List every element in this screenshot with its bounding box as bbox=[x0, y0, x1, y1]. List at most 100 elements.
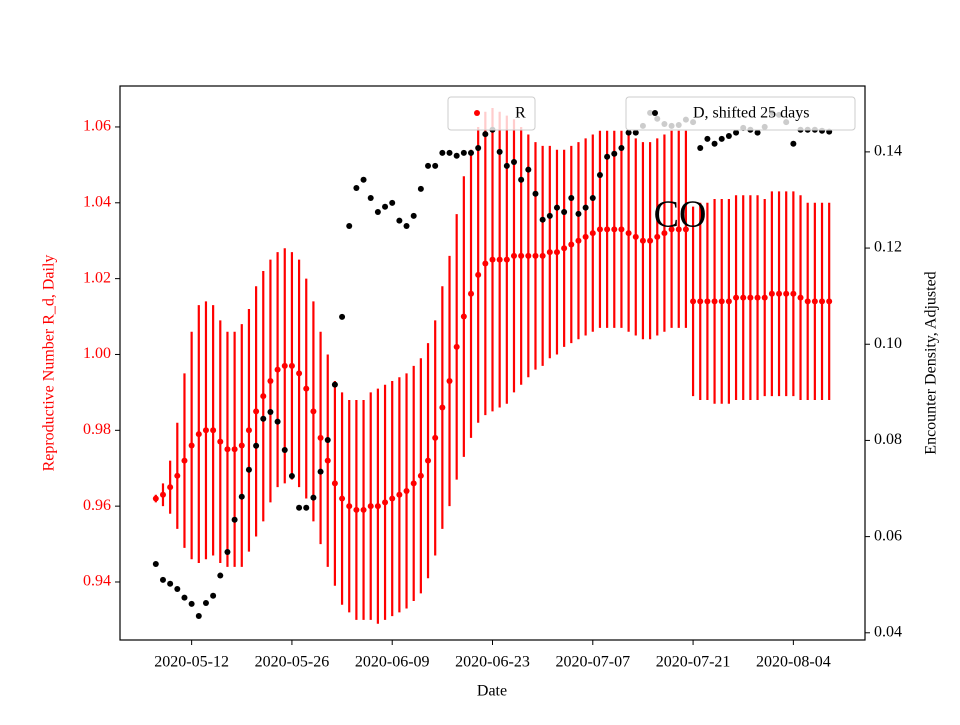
point bbox=[725, 298, 732, 305]
point bbox=[611, 150, 618, 157]
point bbox=[403, 487, 410, 494]
point bbox=[510, 252, 517, 259]
point bbox=[475, 145, 482, 152]
point bbox=[589, 195, 596, 202]
point bbox=[518, 252, 525, 259]
point bbox=[804, 298, 811, 305]
point bbox=[281, 447, 288, 454]
point bbox=[697, 145, 704, 152]
point bbox=[468, 290, 475, 297]
point bbox=[496, 256, 503, 263]
point bbox=[260, 415, 267, 422]
y2-tick-label: 0.10 bbox=[874, 335, 902, 352]
point bbox=[453, 152, 460, 159]
y2-tick-label: 0.14 bbox=[874, 143, 902, 160]
x-tick-label: 2020-06-09 bbox=[355, 654, 430, 671]
point bbox=[532, 252, 539, 259]
point bbox=[195, 612, 202, 619]
point bbox=[202, 427, 209, 434]
point bbox=[410, 480, 417, 487]
point bbox=[718, 135, 725, 142]
x-tick-label: 2020-07-21 bbox=[656, 654, 731, 671]
point bbox=[647, 237, 654, 244]
point bbox=[210, 592, 217, 599]
point bbox=[303, 504, 310, 511]
y-tick-label: 1.06 bbox=[83, 118, 111, 135]
point bbox=[403, 222, 410, 229]
legend-box bbox=[447, 96, 536, 131]
point bbox=[346, 503, 353, 510]
y2-tick-label: 0.06 bbox=[874, 527, 902, 544]
point bbox=[324, 436, 331, 443]
annotation: CO bbox=[654, 194, 707, 236]
plot-area bbox=[152, 107, 833, 624]
point bbox=[224, 446, 231, 453]
point bbox=[231, 516, 238, 523]
point bbox=[546, 249, 553, 256]
point bbox=[518, 176, 525, 183]
y2-tick-label: 0.12 bbox=[874, 239, 902, 256]
legend-label: D, shifted 25 days bbox=[693, 105, 809, 122]
y-axis-label: Reproductive Number R_d, Daily bbox=[41, 255, 58, 472]
point bbox=[668, 226, 675, 233]
point bbox=[224, 548, 231, 555]
point bbox=[260, 393, 267, 400]
point bbox=[439, 149, 446, 156]
point bbox=[367, 503, 374, 510]
point bbox=[274, 366, 281, 373]
y-tick-label: 0.98 bbox=[83, 421, 111, 438]
point bbox=[797, 294, 804, 301]
point bbox=[339, 313, 346, 320]
point bbox=[331, 381, 338, 388]
point bbox=[288, 473, 295, 480]
point bbox=[396, 217, 403, 224]
point bbox=[568, 241, 575, 248]
x-tick-label: 2020-05-12 bbox=[154, 654, 229, 671]
point bbox=[596, 226, 603, 233]
point bbox=[346, 222, 353, 229]
point bbox=[460, 149, 467, 156]
x-tick-label: 2020-08-04 bbox=[756, 654, 831, 671]
point bbox=[231, 446, 238, 453]
point bbox=[453, 343, 460, 350]
point bbox=[439, 404, 446, 411]
point bbox=[174, 586, 181, 593]
point bbox=[245, 427, 252, 434]
point bbox=[754, 129, 761, 136]
point bbox=[496, 148, 503, 155]
y2-tick-label: 0.08 bbox=[874, 431, 902, 448]
x-tick-label: 2020-07-07 bbox=[555, 654, 630, 671]
point bbox=[604, 226, 611, 233]
point bbox=[460, 313, 467, 320]
point bbox=[575, 210, 582, 217]
point bbox=[253, 442, 260, 449]
point bbox=[768, 290, 775, 297]
y-tick-label: 0.94 bbox=[83, 573, 111, 590]
point bbox=[654, 233, 661, 240]
point bbox=[303, 385, 310, 392]
point bbox=[353, 184, 360, 191]
point bbox=[425, 457, 432, 464]
point bbox=[374, 208, 381, 215]
point bbox=[561, 245, 568, 252]
legend-marker bbox=[474, 110, 480, 116]
x-tick-label: 2020-05-26 bbox=[255, 654, 330, 671]
point bbox=[432, 162, 439, 169]
point bbox=[811, 298, 818, 305]
point bbox=[446, 149, 453, 156]
point bbox=[618, 226, 625, 233]
point bbox=[747, 294, 754, 301]
point bbox=[310, 408, 317, 415]
point bbox=[267, 409, 274, 416]
point bbox=[152, 561, 159, 568]
point bbox=[310, 494, 317, 501]
point bbox=[410, 212, 417, 219]
point bbox=[159, 576, 166, 583]
point bbox=[339, 495, 346, 502]
point bbox=[790, 290, 797, 297]
point bbox=[245, 466, 252, 473]
point bbox=[475, 271, 482, 278]
point bbox=[296, 504, 303, 511]
point bbox=[425, 162, 432, 169]
